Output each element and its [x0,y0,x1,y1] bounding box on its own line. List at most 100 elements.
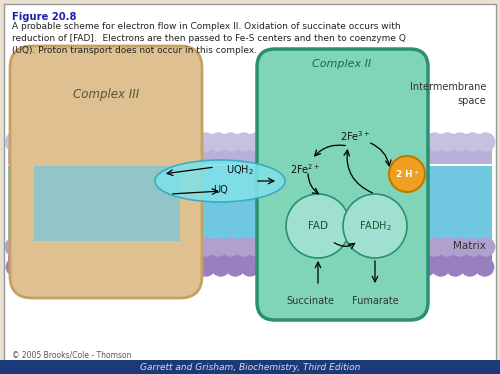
Circle shape [464,238,482,256]
Circle shape [209,133,227,151]
Text: Complex II: Complex II [312,59,372,69]
Text: Intermembrane
space: Intermembrane space [410,82,486,105]
Circle shape [311,133,329,151]
Circle shape [350,238,368,256]
Text: FAD: FAD [308,221,328,231]
FancyBboxPatch shape [4,4,496,370]
Circle shape [286,238,304,256]
Circle shape [6,238,24,256]
Circle shape [298,133,316,151]
Circle shape [336,238,354,256]
Circle shape [373,258,391,276]
Circle shape [438,238,456,256]
Circle shape [270,258,288,276]
Circle shape [426,133,444,151]
Circle shape [108,238,126,256]
Text: Figure 20.8: Figure 20.8 [12,12,76,22]
Circle shape [446,258,464,276]
Circle shape [400,238,418,256]
Circle shape [120,133,138,151]
Circle shape [212,258,230,276]
Circle shape [324,133,342,151]
Circle shape [146,133,164,151]
Circle shape [6,258,25,276]
Text: UQH$_2$: UQH$_2$ [226,163,254,177]
Circle shape [438,133,456,151]
Circle shape [256,258,274,276]
Circle shape [298,238,316,256]
Circle shape [50,258,68,276]
Circle shape [197,258,215,276]
Circle shape [82,238,100,256]
Ellipse shape [155,160,285,202]
Circle shape [260,238,278,256]
Circle shape [182,258,200,276]
Circle shape [196,133,214,151]
Circle shape [286,194,350,258]
Circle shape [388,238,406,256]
Circle shape [314,258,332,276]
Text: A probable scheme for electron flow in Complex II. Oxidation of succinate occurs: A probable scheme for electron flow in C… [12,22,406,55]
Circle shape [451,133,469,151]
Circle shape [248,238,266,256]
Circle shape [132,238,150,256]
Circle shape [260,133,278,151]
Circle shape [400,133,418,151]
Circle shape [94,133,112,151]
Circle shape [358,258,376,276]
Circle shape [222,133,240,151]
Circle shape [158,238,176,256]
Circle shape [374,238,392,256]
Circle shape [362,238,380,256]
Circle shape [273,133,291,151]
Circle shape [56,238,74,256]
Circle shape [31,133,49,151]
Circle shape [402,258,420,276]
Circle shape [388,258,406,276]
Text: 2 H$^+$: 2 H$^+$ [394,168,419,180]
Circle shape [196,238,214,256]
Circle shape [6,133,24,151]
Circle shape [426,238,444,256]
Circle shape [138,258,156,276]
Circle shape [94,238,112,256]
Circle shape [184,238,202,256]
FancyBboxPatch shape [257,49,428,320]
Circle shape [413,238,431,256]
Circle shape [21,258,39,276]
Circle shape [476,258,494,276]
Text: 2Fe$^{2+}$: 2Fe$^{2+}$ [290,162,320,176]
Text: Garrett and Grisham, Biochemistry, Third Edition: Garrett and Grisham, Biochemistry, Third… [140,362,360,371]
Circle shape [374,133,392,151]
Circle shape [171,133,189,151]
Bar [34,166,180,241]
Circle shape [209,238,227,256]
Circle shape [69,133,87,151]
Circle shape [286,133,304,151]
Text: UQ: UQ [212,185,228,195]
Circle shape [324,238,342,256]
Circle shape [65,258,83,276]
Circle shape [350,133,368,151]
Circle shape [234,238,252,256]
Circle shape [56,133,74,151]
Text: Succinate: Succinate [286,296,334,306]
Circle shape [108,133,126,151]
Circle shape [417,258,435,276]
Circle shape [120,238,138,256]
Circle shape [184,133,202,151]
Circle shape [222,238,240,256]
Circle shape [69,238,87,256]
Circle shape [31,238,49,256]
Circle shape [146,238,164,256]
Bar [8,166,492,241]
Circle shape [153,258,171,276]
Circle shape [44,133,62,151]
Text: Fumarate: Fumarate [352,296,399,306]
Circle shape [171,238,189,256]
Circle shape [464,133,482,151]
Circle shape [124,258,142,276]
Circle shape [132,133,150,151]
Circle shape [109,258,127,276]
Circle shape [82,133,100,151]
